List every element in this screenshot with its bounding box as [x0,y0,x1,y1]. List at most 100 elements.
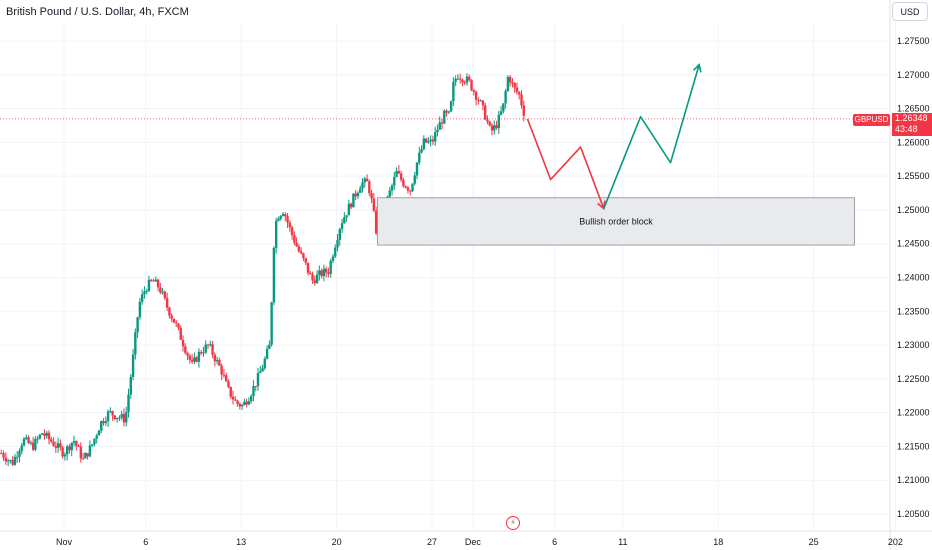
candle-body [213,354,217,362]
candle-body [370,193,373,199]
y-tick-label: 1.27500 [897,36,930,46]
candle-body [11,460,14,465]
candle-body [75,441,78,446]
candle-body [209,344,212,346]
candle-body [97,430,101,436]
tradingview-logo-icon[interactable]: ⚡ [506,516,520,530]
candle-body [111,411,114,416]
candle-body [508,76,512,83]
candle-body [427,141,430,143]
candle-body [274,220,278,248]
candle-body [238,403,242,407]
candle-body [356,192,360,197]
candle-body [218,359,221,366]
candle-body [483,105,487,120]
candle-body [297,246,301,252]
y-tick-label: 1.25500 [897,171,930,181]
candle-body [4,457,8,462]
candle-body [122,414,126,423]
x-tick-label: 27 [427,537,437,547]
candle-body [229,386,232,397]
y-tick-label: 1.23000 [897,340,930,350]
candle-body [16,456,19,458]
order-block-label: Bullish order block [579,216,653,226]
projection-layer [526,63,702,211]
candle-body [125,412,128,423]
candle-body [436,129,439,133]
candle-body [145,290,148,292]
price-axis[interactable]: 1.27500 1.27000 1.26500 1.26000 1.25500 1.250… [889,0,930,550]
candle-body [347,203,351,216]
candle-body [115,417,119,420]
candle-body [324,268,328,273]
candle-body [320,270,323,277]
candle-body [331,256,335,261]
y-tick-label: 1.26500 [897,104,930,114]
candle-body [247,401,251,405]
candle-body [206,344,210,346]
candle-body [172,318,176,323]
candle-body [327,272,330,274]
candle-body [197,351,201,362]
candle-body [184,346,187,353]
candle-body [268,344,271,349]
candle-body [177,323,180,328]
candle-body [286,216,289,223]
candle-body [409,190,412,192]
candle-body [106,411,110,422]
candle-body [215,359,219,362]
candle-body [147,279,151,291]
candle-body [465,76,469,83]
candle-body [50,439,53,442]
candle-body [359,188,362,193]
x-tick-label: 25 [809,537,819,547]
candle-body [354,193,357,197]
candle-body [168,307,171,316]
chart-title: British Pound / U.S. Dollar, 4h, FXCM [6,6,189,18]
candle-body [345,215,348,218]
candle-body [118,417,121,419]
candle-body [59,443,62,448]
candle-body [27,437,30,444]
time-axis[interactable]: Nov 6 13 20 27 Dec 6 11 18 25 202 [0,530,932,547]
candle-body [449,101,453,112]
x-tick-label: 20 [332,537,342,547]
candle-body [402,179,405,187]
x-tick-label: 6 [552,537,557,547]
candle-body [252,386,255,397]
order-block-zone [377,197,855,246]
candle-body [36,438,39,440]
candle-body [368,181,371,194]
candle-body [490,125,494,131]
candle-body [47,432,51,440]
candle-body [256,373,260,387]
candle-body [29,442,33,444]
candle-body [263,358,267,369]
candle-body [211,344,214,355]
candle-body [272,247,276,303]
candle-body [315,274,319,284]
candle-body [154,279,157,282]
x-tick-label: Dec [465,537,482,547]
candle-body [493,125,496,131]
candle-body [245,401,248,405]
candle-body [374,210,378,234]
candle-body [179,327,182,340]
candle-body [506,76,510,91]
candle-body [86,453,89,457]
candle-body [306,262,310,273]
candle-body [447,111,451,113]
candle-body [113,415,117,420]
y-tick-label: 1.24000 [897,273,930,283]
candle-body [129,376,132,395]
currency-button[interactable]: USD [892,2,928,21]
candle-body [138,301,142,318]
candle-body [495,125,498,129]
candle-body [304,258,307,263]
candle-body [40,433,44,435]
candle-body [95,435,98,439]
candle-body [336,239,339,248]
order-block-layer: Bullish order block [377,197,855,246]
candle-body [34,438,37,450]
